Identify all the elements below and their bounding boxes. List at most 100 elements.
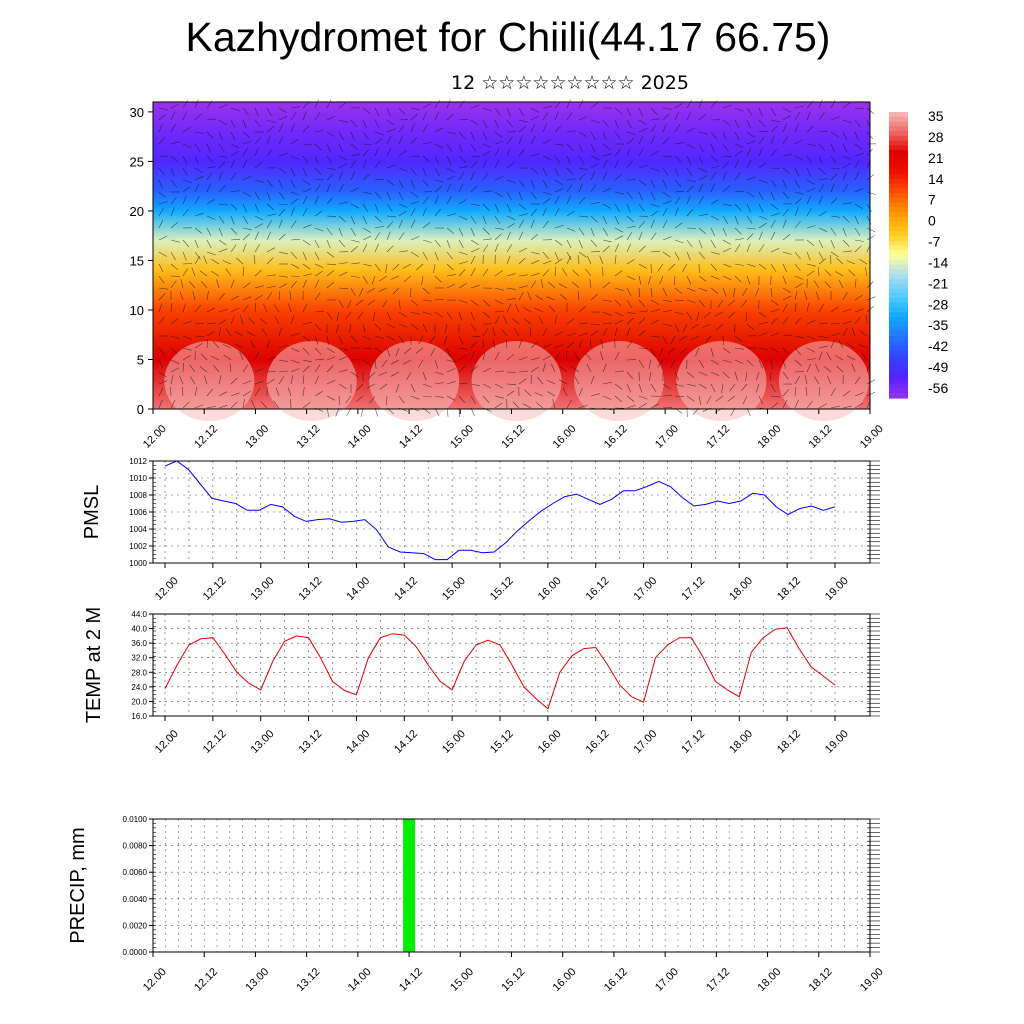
colorbar-segment: [889, 250, 908, 256]
wind-arrow: [470, 119, 479, 126]
colorbar-segment: [889, 116, 908, 123]
wind-arrow: [554, 179, 563, 186]
temp-ytick-label: 32.0: [131, 654, 147, 663]
wind-arrow: [230, 238, 241, 241]
wind-arrow: [542, 112, 549, 121]
heatmap-ytick-label: 5: [137, 352, 144, 367]
wind-arrow: [278, 209, 286, 217]
wind-arrow: [578, 404, 588, 409]
wind-arrow: [686, 195, 691, 205]
wind-arrow: [302, 239, 311, 246]
wind-arrow: [494, 270, 503, 277]
wind-arrow: [158, 359, 164, 369]
wind-arrow: [494, 203, 499, 213]
wind-arrow: [650, 167, 660, 172]
wind-arrow: [218, 215, 225, 224]
wind-arrow: [406, 371, 412, 381]
colorbar-segment: [889, 288, 908, 294]
wind-arrow: [859, 258, 868, 265]
colorbar-label: -21: [928, 275, 948, 291]
wind-arrow: [482, 367, 492, 373]
pmsl-xtick-label: 12.12: [201, 575, 229, 603]
wind-arrow: [350, 187, 360, 193]
wind-arrow: [326, 131, 335, 137]
wind-arrow: [662, 287, 668, 297]
wind-arrow: [338, 356, 348, 361]
wind-arrow: [758, 395, 763, 405]
wind-arrow: [638, 317, 646, 325]
wind-arrow: [434, 382, 444, 385]
wind-arrow: [806, 179, 815, 185]
temp-xtick-label: 18.12: [775, 728, 803, 756]
wind-arrow: [302, 143, 312, 146]
wind-arrow: [755, 371, 760, 381]
wind-arrow: [458, 239, 464, 249]
wind-arrow: [266, 203, 274, 211]
wind-arrow: [506, 191, 512, 201]
wind-arrow: [434, 143, 444, 149]
wind-arrow: [662, 179, 667, 189]
wind-arrow: [494, 159, 500, 169]
wind-arrow: [542, 191, 552, 195]
precip-xtick-label: 12.12: [192, 966, 220, 994]
wind-arrow: [686, 143, 695, 149]
wind-arrow: [506, 244, 513, 253]
colorbar-segment: [889, 369, 908, 375]
wind-arrow: [314, 375, 319, 385]
wind-arrow: [854, 119, 861, 128]
wind-arrow: [470, 248, 480, 253]
pmsl-ytick-label: 1012: [129, 457, 147, 466]
wind-arrow: [542, 155, 552, 161]
wind-arrow: [686, 185, 694, 193]
wind-arrow: [566, 400, 572, 409]
wind-arrow: [710, 383, 716, 393]
wind-arrow: [398, 135, 403, 145]
wind-arrow: [562, 268, 568, 277]
wind-arrow: [398, 150, 407, 157]
wind-arrow: [278, 251, 288, 255]
wind-arrow: [254, 269, 262, 277]
colorbar-label: -42: [928, 338, 948, 354]
wind-arrow: [650, 118, 660, 121]
wind-arrow: [846, 355, 856, 361]
temp-ytick-label: 28.0: [131, 668, 147, 677]
wind-arrow: [302, 402, 311, 409]
wind-arrow: [366, 383, 376, 389]
wind-arrow: [566, 99, 571, 109]
precip-panel: 0.00000.00200.00400.00600.00800.010012.0…: [67, 815, 886, 994]
wind-arrow: [290, 333, 300, 337]
wind-arrow: [830, 306, 839, 313]
wind-arrow: [218, 292, 226, 301]
wind-arrow: [698, 395, 702, 405]
wind-arrow: [830, 143, 835, 153]
wind-arrow: [211, 270, 220, 277]
wind-arrow: [302, 279, 307, 289]
wind-arrow: [446, 99, 451, 109]
wind-arrow: [410, 123, 415, 133]
wind-arrow: [422, 155, 430, 163]
wind-arrow: [446, 274, 456, 277]
wind-arrow: [210, 355, 220, 361]
wind-arrow: [326, 311, 333, 320]
wind-arrow: [674, 207, 679, 217]
pmsl-ytick-label: 1004: [129, 525, 147, 534]
wind-arrow: [806, 363, 811, 373]
wind-arrow: [836, 365, 844, 373]
wind-arrow: [842, 327, 848, 337]
wind-arrow: [218, 319, 227, 325]
wind-arrow: [290, 315, 295, 325]
wind-arrow: [494, 370, 504, 373]
wind-arrow: [518, 247, 528, 253]
wind-arrow: [158, 219, 164, 229]
pmsl-xtick-label: 15.00: [440, 575, 468, 603]
wind-arrow: [818, 322, 828, 325]
wind-arrow: [602, 381, 612, 385]
wind-arrow: [794, 251, 801, 260]
wind-arrow: [242, 191, 251, 197]
wind-arrow: [158, 399, 163, 409]
wind-arrow: [434, 395, 444, 398]
wind-arrow: [674, 142, 684, 145]
wind-arrow: [818, 167, 826, 175]
wind-arrow: [746, 323, 755, 330]
colorbar-segment: [889, 235, 908, 242]
